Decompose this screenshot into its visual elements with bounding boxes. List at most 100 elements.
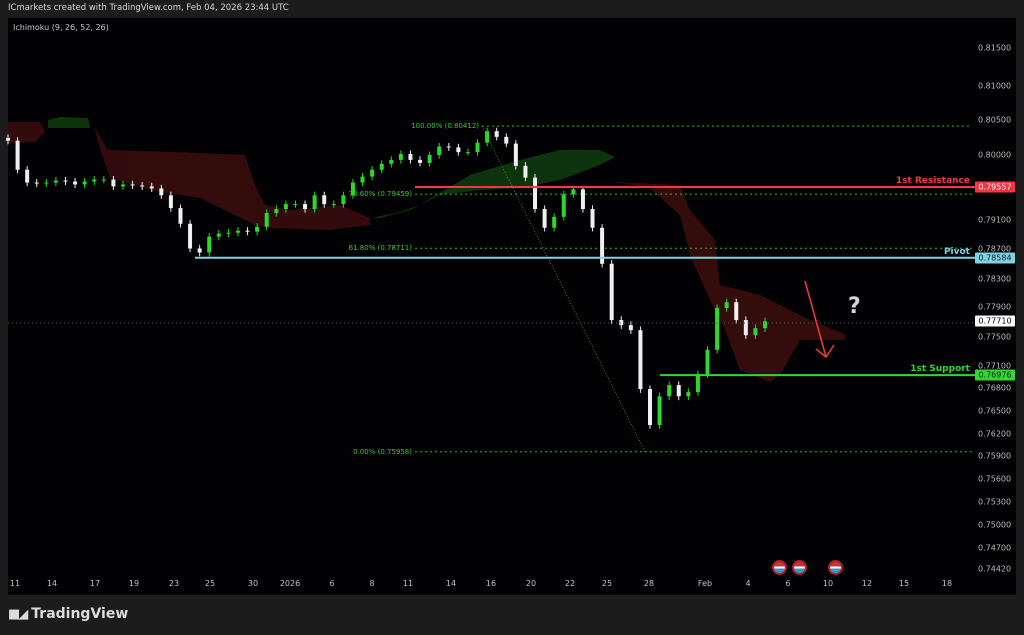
candle	[763, 317, 767, 332]
candle	[25, 166, 30, 187]
time-axis-tick: 8	[369, 579, 375, 588]
candle	[140, 181, 145, 191]
candle	[600, 224, 605, 268]
candle	[724, 298, 729, 312]
fib-level-label: 78.60% (0.79459)	[348, 190, 412, 199]
price-axis-tick: 0.75300	[978, 497, 1012, 507]
arrow-down-icon	[804, 280, 835, 359]
candle	[63, 176, 68, 186]
fib-level-label: 100.00% (0.80412)	[411, 122, 479, 131]
ichimoku-cloud	[8, 117, 845, 382]
candle	[111, 175, 116, 191]
candle	[350, 178, 355, 199]
candle	[552, 213, 557, 232]
candle	[53, 176, 58, 187]
tradingview-logo-text: TradingView	[31, 606, 129, 622]
us-flag-event-icon[interactable]	[792, 560, 807, 575]
price-axis-tick: 0.74420	[978, 564, 1012, 574]
candle	[628, 321, 633, 334]
question-mark-annotation: ?	[848, 294, 861, 319]
time-axis-tick: 18	[941, 579, 953, 588]
price-axis-tick: 0.76200	[978, 429, 1012, 439]
candle	[513, 140, 518, 170]
candle	[418, 156, 423, 167]
candle	[638, 326, 643, 393]
price-axis-tick: 0.75000	[978, 520, 1012, 530]
chart-header-title: ICmarkets created with TradingView.com, …	[8, 3, 289, 13]
us-flag-event-icon[interactable]	[828, 560, 843, 575]
ichimoku-legend[interactable]: Ichimoku (9, 26, 52, 26)	[13, 23, 109, 32]
chart-pane[interactable]	[8, 18, 1016, 595]
time-axis-tick: 11	[402, 579, 414, 588]
time-axis-tick: 25	[204, 579, 216, 588]
candle	[475, 139, 480, 156]
level-label: 1st Support	[910, 364, 970, 375]
candle	[398, 150, 403, 164]
candle	[226, 229, 231, 238]
candle	[485, 127, 490, 147]
time-axis-tick: 20	[525, 579, 537, 588]
fib-level-label: 61.80% (0.78711)	[348, 244, 412, 253]
time-axis-tick: 16	[485, 579, 497, 588]
price-axis-tick: 0.79100	[978, 215, 1012, 225]
candle	[159, 184, 164, 199]
time-axis-tick: 4	[745, 579, 751, 588]
candle	[734, 298, 739, 324]
candle	[715, 304, 720, 354]
candle	[178, 204, 183, 228]
level-price-tag: 0.79557	[975, 181, 1015, 193]
candle	[437, 142, 442, 159]
price-axis-tick: 0.81000	[978, 81, 1012, 91]
candle	[120, 180, 125, 191]
cloud-bear	[615, 182, 845, 382]
candle	[235, 227, 240, 237]
price-axis-tick: 0.80500	[978, 115, 1012, 125]
tradingview-logo[interactable]: ■◢ TradingView	[8, 606, 128, 622]
candle	[370, 166, 375, 181]
price-axis-tick: 0.77900	[978, 302, 1012, 312]
candle	[360, 172, 365, 187]
candle	[130, 180, 135, 190]
candle	[6, 134, 10, 145]
candle	[73, 177, 78, 189]
candle	[322, 191, 327, 208]
candle	[619, 316, 624, 329]
time-axis-tick: 12	[861, 579, 873, 588]
candle	[504, 133, 509, 148]
candle	[705, 346, 710, 378]
candle	[188, 220, 193, 253]
candle	[149, 182, 154, 193]
cloud-bull	[372, 150, 615, 218]
time-axis-tick: 15	[898, 579, 910, 588]
us-flag-event-icon[interactable]	[772, 560, 787, 575]
candle	[667, 381, 672, 401]
time-axis-tick: 22	[564, 579, 576, 588]
candle	[465, 148, 470, 156]
candle	[101, 175, 106, 184]
candle	[542, 205, 547, 232]
candle	[533, 173, 538, 213]
candle	[274, 205, 279, 217]
cloud-bear	[8, 122, 45, 143]
candle	[676, 381, 681, 401]
candle	[264, 209, 269, 231]
time-axis-tick: 23	[168, 579, 180, 588]
candle	[456, 143, 461, 156]
candle	[446, 142, 451, 151]
candle	[207, 232, 212, 257]
cloud-bear	[95, 128, 370, 230]
candle	[753, 324, 758, 339]
time-axis-tick: 19	[128, 579, 140, 588]
candle	[312, 191, 317, 213]
candle	[523, 162, 528, 182]
time-axis-tick: 28	[643, 579, 655, 588]
price-axis-tick: 0.75600	[978, 474, 1012, 484]
candle	[561, 190, 566, 221]
candle	[590, 205, 595, 232]
candle	[168, 191, 173, 212]
price-axis-tick: 0.76800	[978, 383, 1012, 393]
candle	[609, 260, 614, 324]
candle	[15, 137, 20, 174]
time-axis-tick: 14	[46, 579, 58, 588]
candle	[686, 388, 691, 401]
